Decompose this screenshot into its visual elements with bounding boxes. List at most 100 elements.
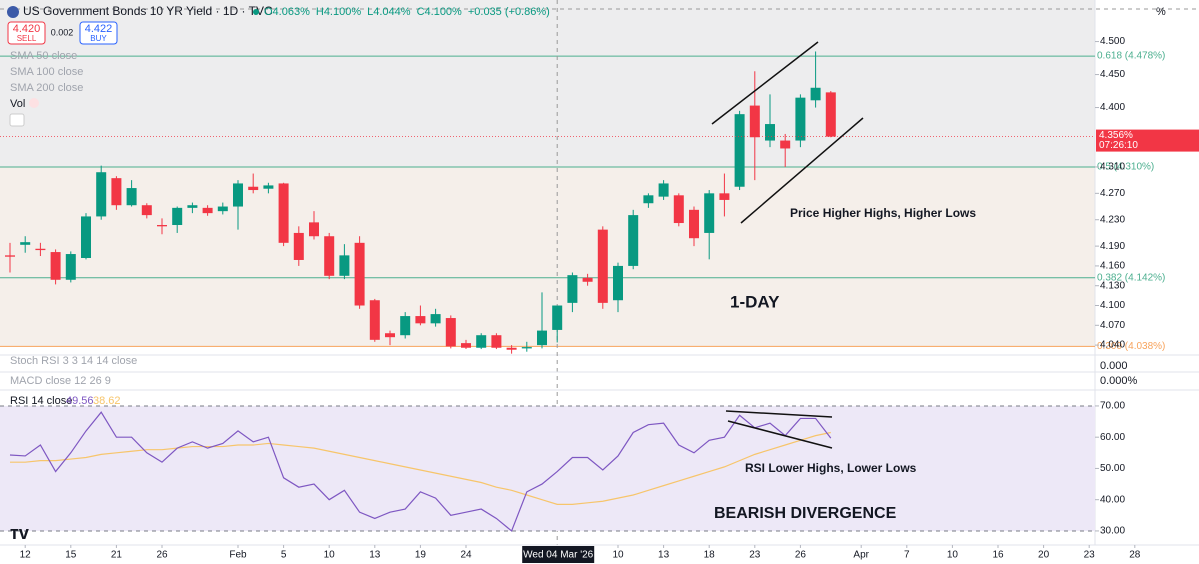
buy-button[interactable]: [79, 21, 118, 45]
indicator[interactable]: SMA 200 close: [10, 82, 83, 94]
fib-label: 0.309 (4.038%): [1097, 341, 1165, 352]
candle-body: [263, 185, 274, 189]
warning-icon: [29, 98, 39, 108]
countdown: 07:26:10: [1099, 140, 1138, 151]
candle-body: [810, 87, 821, 101]
candle-body: [354, 242, 365, 306]
fib-label: 0.5 (4.310%): [1097, 162, 1154, 173]
indicator[interactable]: SMA 100 close: [10, 66, 83, 78]
x-tick-label: 20: [1038, 550, 1050, 561]
candle-body: [309, 222, 319, 237]
x-tick-label: 5: [281, 550, 287, 561]
candle-body: [293, 232, 304, 260]
candle-body: [400, 316, 411, 336]
y-tick-label: 4.130: [1100, 280, 1125, 291]
rsi-line: [10, 431, 831, 505]
ohlc-legend: L4.044%: [367, 6, 411, 18]
candle-body: [643, 195, 654, 204]
candle-body: [141, 205, 152, 216]
rsi-band: [0, 405, 1095, 531]
x-tick-label: 10: [947, 550, 959, 561]
candle-body: [597, 229, 608, 303]
candle-body: [157, 225, 167, 227]
candle-body: [233, 183, 243, 207]
ohlc-legend: H4.100%: [316, 6, 361, 18]
annotation: BEARISH DIVERGENCE: [714, 505, 897, 522]
candle-body: [689, 209, 699, 239]
candle-body: [5, 255, 15, 257]
ohlc-legend: O4.063%: [264, 6, 310, 18]
x-tick-label: 10: [612, 550, 624, 561]
indicator[interactable]: MACD close 12 26 9: [10, 375, 111, 387]
candle-body: [20, 242, 31, 245]
candle-body: [278, 183, 289, 243]
candle-body: [445, 318, 456, 347]
y-tick-label: 4.160: [1100, 261, 1125, 272]
y-tick-label: 70.00: [1100, 401, 1125, 412]
x-tick-label: 26: [795, 550, 807, 561]
indicator[interactable]: Stoch RSI 3 3 14 14 close: [10, 355, 137, 367]
candle-body: [339, 255, 350, 276]
y-tick-label: 60.00: [1100, 432, 1125, 443]
x-tick-label: 24: [460, 550, 472, 561]
candle-body: [81, 216, 91, 259]
candle-body: [780, 140, 791, 149]
x-tick-label: 21: [111, 550, 123, 561]
x-tick-label: 23: [1084, 550, 1096, 561]
candle-body: [749, 105, 760, 138]
candle-body: [552, 305, 563, 330]
candle-body: [96, 172, 107, 217]
unit: %: [1156, 6, 1166, 18]
candle-body: [324, 236, 335, 276]
candle-body: [172, 207, 183, 226]
status-dot: [253, 9, 259, 15]
candle-body: [506, 347, 517, 350]
y-tick-label: 4.070: [1100, 320, 1125, 331]
zone: [0, 0, 1095, 167]
sell-price: 4.420: [13, 23, 41, 35]
fib-label: 0.382 (4.142%): [1097, 272, 1165, 283]
candle-body: [795, 97, 806, 141]
fib-label: 0.618 (4.478%): [1097, 51, 1165, 62]
candle-body: [704, 193, 715, 233]
x-tick-label: 13: [369, 550, 381, 561]
rsi-value: 49.56: [66, 395, 94, 407]
collapse-button[interactable]: [9, 113, 25, 127]
y-tick-label: 50.00: [1100, 463, 1125, 474]
candle-body: [385, 333, 395, 338]
candle-body: [248, 186, 259, 191]
rsi-title[interactable]: RSI 14 close: [10, 395, 72, 407]
x-tick-label: 23: [749, 550, 761, 561]
candle-body: [50, 252, 61, 280]
candle-body: [415, 316, 426, 324]
candle-body: [628, 215, 639, 266]
annotation: RSI Lower Highs, Lower Lows: [745, 461, 917, 475]
y-tick-label: 4.310: [1100, 162, 1125, 173]
candle-body: [719, 193, 730, 200]
y-tick-label: 40.00: [1100, 494, 1125, 505]
y-tick-label: 4.500: [1100, 36, 1125, 47]
sell-button[interactable]: [7, 21, 46, 45]
crosshair-tag: [522, 546, 595, 563]
candle-body: [430, 314, 441, 324]
indicator[interactable]: Vol: [10, 98, 25, 110]
zone: [0, 166, 1095, 347]
symbol-title[interactable]: US Government Bonds 10 YR Yield · 1D · T…: [23, 4, 273, 18]
logo: ᴛᴠ: [10, 523, 29, 543]
indicator[interactable]: SMA 50 close: [10, 50, 77, 62]
annotation: Price Higher Highs, Higher Lows: [790, 206, 976, 220]
x-tick-label: 19: [415, 550, 427, 561]
x-tick-label: 28: [1129, 550, 1141, 561]
trend-line: [740, 117, 864, 224]
buy-label: BUY: [90, 34, 107, 43]
candle-body: [765, 124, 775, 141]
y-tick-label: 4.230: [1100, 214, 1125, 225]
x-tick-label: 13: [658, 550, 670, 561]
y-tick-label: 4.400: [1100, 102, 1125, 113]
x-tick-label: 10: [324, 550, 336, 561]
candle-body: [187, 205, 198, 208]
candle-body: [461, 343, 471, 348]
candle-body: [658, 183, 669, 197]
x-tick-label: 18: [704, 550, 716, 561]
